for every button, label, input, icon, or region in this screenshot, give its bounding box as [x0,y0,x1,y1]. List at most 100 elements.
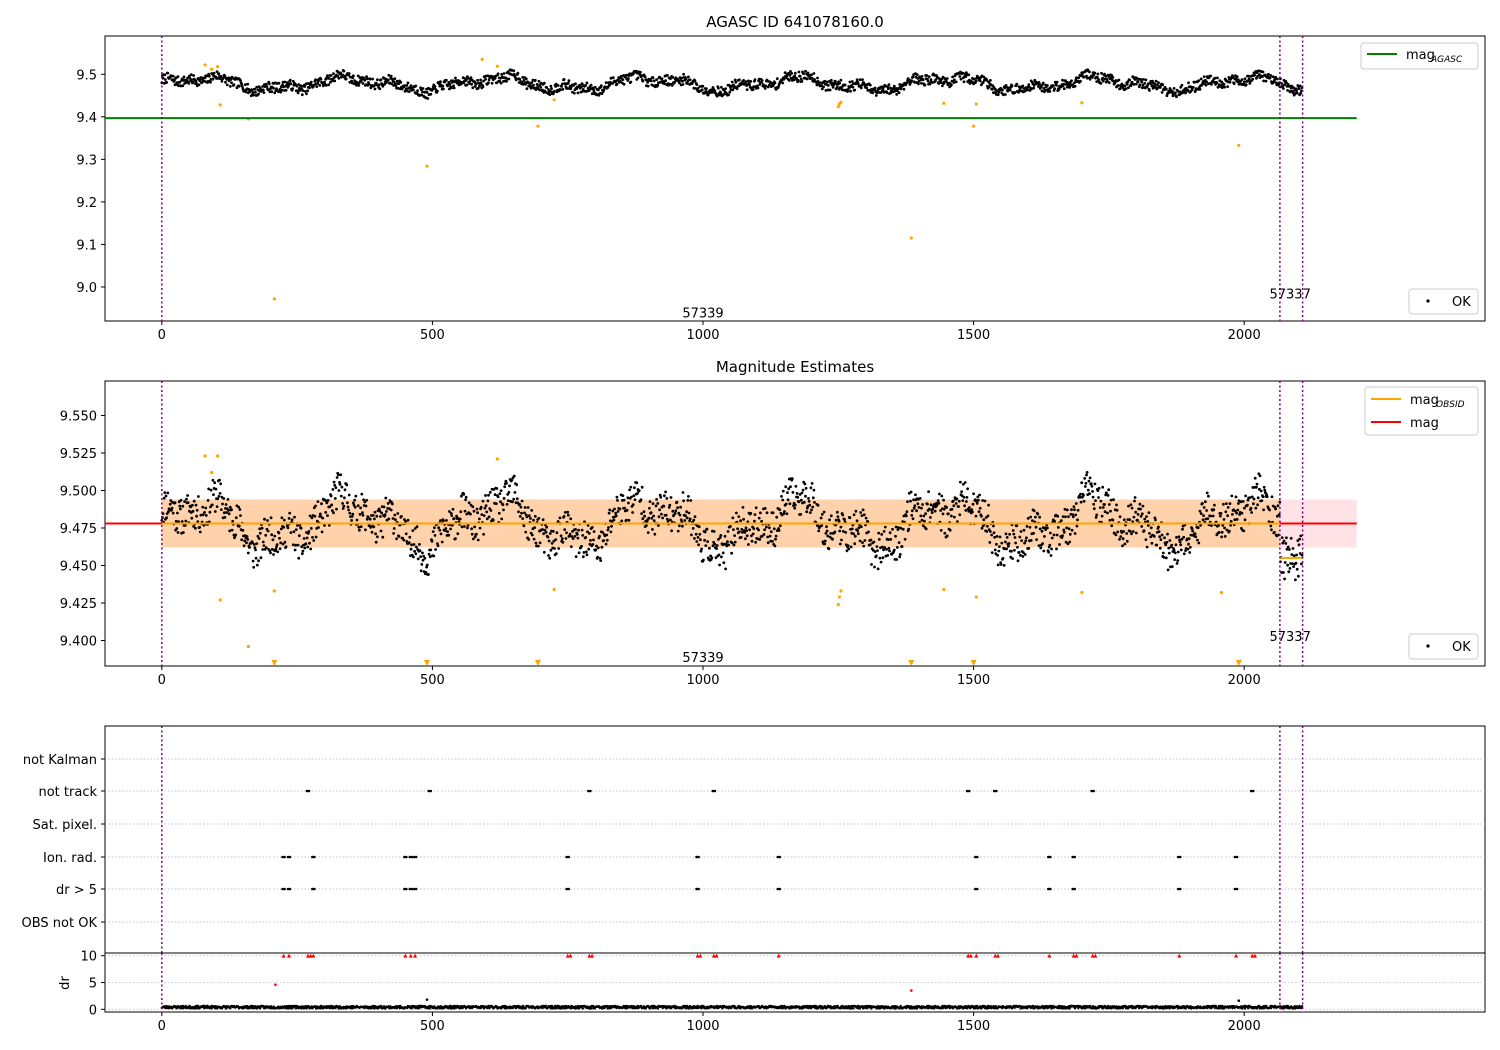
magnitude-ok-point [828,518,831,522]
magnitude-ok-point [901,527,905,531]
magnitude-ok-point [935,503,939,507]
magnitude-ok-point [1012,532,1016,536]
magnitude-ok-point [1277,513,1281,517]
magnitude-ok-point [1068,532,1072,536]
magnitude-ok-point [1029,539,1033,542]
magnitude-ok-point [347,508,350,512]
magnitude-ok-point [802,500,806,504]
magnitude-ok-point [627,501,630,505]
magnitude-ok-point [293,548,297,552]
magnitude-ok-point [880,533,884,536]
magnitude-ok-point [694,532,698,536]
magnitude-ok-point [270,533,274,537]
magnitude-ok-point [554,552,558,555]
flags-event-point [307,789,311,793]
magnitude-ok-point [191,509,195,513]
magnitude-plot-area: 0 500 1000 1500 20009.4009.4259.4509.4759.50… [60,380,1486,688]
agasc-ok-point [989,79,992,82]
magnitude-ok-point [1222,518,1226,521]
magnitude-ok-point [585,553,589,557]
agasc-ok-point [209,80,212,84]
magnitude-ok-point [391,502,394,506]
magnitude-ok-point [346,501,349,505]
magnitude-ok-point [1059,519,1063,522]
agasc-ok-point [365,77,369,81]
magnitude-ok-point [752,527,756,531]
agasc-ok-point [173,79,176,82]
magnitude-ok-point [1188,551,1192,554]
agasc-ok-point [1127,86,1130,89]
magnitude-ok-point [1123,542,1127,546]
magnitude-ok-point [988,541,992,544]
agasc-ok-point [1244,83,1248,87]
agasc-ok-point [316,81,320,85]
agasc-ok-point [685,82,689,85]
agasc-ok-point [439,80,442,84]
agasc-ok-point [651,76,655,80]
magnitude-ok-point [648,500,652,503]
agasc-ok-point [658,75,661,79]
flags-event-point [975,887,979,891]
agasc-ok-point [319,77,323,81]
magnitude-ok-point [363,500,367,504]
magnitude-ok-point [185,497,188,501]
flags-event-point [1073,887,1077,891]
magnitude-ok-point [487,493,490,497]
agasc-ok-point [295,84,299,88]
magnitude-ok-point [963,504,966,508]
agasc-ok-point [280,88,284,92]
magnitude-ok-point [542,532,546,536]
agasc-ok-point [189,73,193,76]
magnitude-ok-point [1013,548,1016,552]
agasc-ok-point [261,85,265,88]
magnitude-ok-point [190,516,194,520]
agasc-ok-point [1128,78,1132,82]
magnitude-ok-point [700,547,703,551]
magnitude-ok-point [580,544,583,548]
agasc-ok-point [1240,78,1244,81]
magnitude-ok-point [863,539,867,542]
magnitude-ok-point [945,506,948,509]
magnitude-ok-point [394,518,397,522]
agasc-ok-point [733,78,737,82]
agasc-ok-point [490,74,493,78]
magnitude-ok-point [739,519,742,523]
magnitude-ok-point [1055,533,1059,537]
magnitude-ok-point [308,541,311,545]
magnitude-ok-point [275,543,279,546]
magnitude-ok-point [502,497,506,500]
magnitude-ok-point [839,525,843,529]
magnitude-ok-point [754,506,758,510]
magnitude-ok-point [287,517,291,520]
agasc-ok-point [959,77,963,81]
magnitude-ok-point [861,508,865,512]
agasc-ok-point [470,82,473,86]
magnitude-ok-point [311,536,314,539]
magnitude-ok-point [1258,487,1261,491]
magnitude-ok-point [1023,553,1027,556]
agasc-ok-point [1264,73,1267,77]
magnitude-ok-point [822,510,826,514]
magnitude-ok-point [1079,500,1083,504]
magnitude-ok-point [442,519,445,523]
agasc-ok-point [1280,82,1283,85]
magnitude-ok-point [167,510,170,514]
magnitude-ok-point [885,548,888,551]
magnitude-ok-point [964,509,968,512]
magnitude-ok-point [781,489,785,493]
magnitude-ok-point [726,530,730,533]
magnitude-ok-point [924,512,927,516]
magnitude-ok-point [961,499,965,502]
magnitude-ok-point [1187,537,1191,541]
magnitude-ok-point [981,499,984,502]
magnitude-ok-point [587,532,591,535]
magnitude-ok-point [980,526,984,530]
dr-point [399,1004,402,1008]
magnitude-ok-point [219,482,223,486]
agasc-ytick-label: 9.2 [76,196,97,211]
agasc-ok-point [1062,87,1066,91]
magnitude-ok-point [1217,531,1221,534]
agasc-ok-point [559,88,562,92]
magnitude-ok-point [710,556,714,560]
agasc-ok-point [1226,85,1229,88]
